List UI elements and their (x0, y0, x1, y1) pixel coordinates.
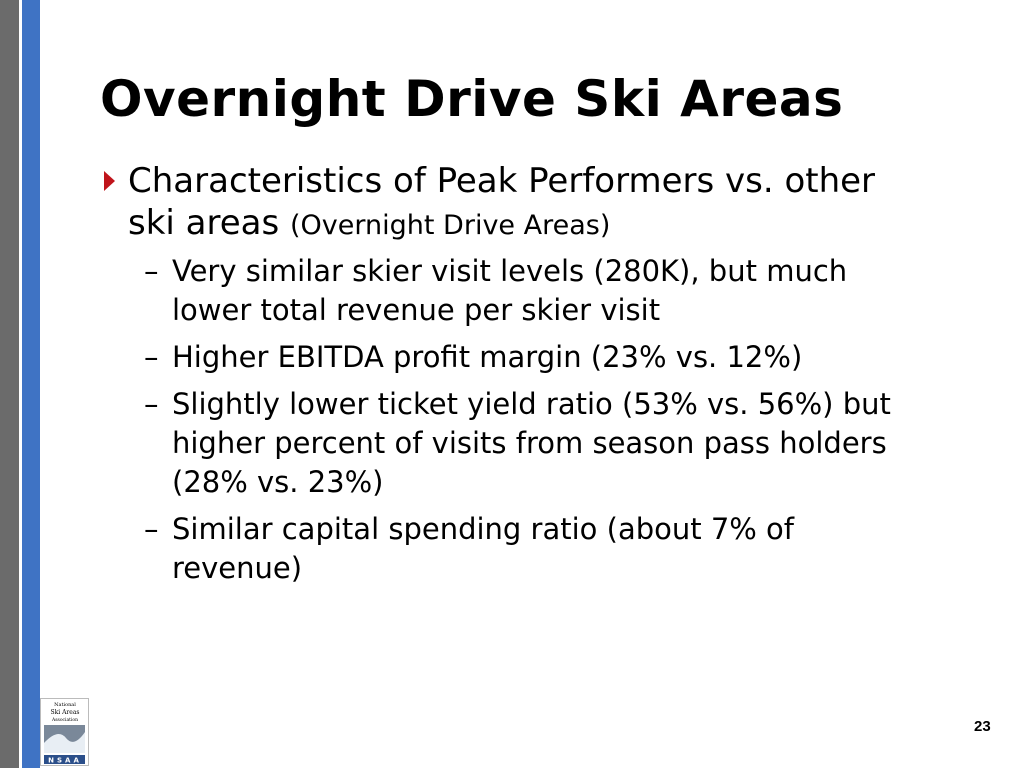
side-bar (22, 0, 40, 768)
logo-text: Association (51, 717, 78, 723)
logo-text: Ski Areas (51, 709, 80, 716)
logo-text: National (54, 702, 76, 708)
subbullet-list: Very similar skier visit levels (280K), … (144, 252, 932, 596)
subbullet: Higher EBITDA profit margin (23% vs. 12%… (144, 338, 932, 377)
slide-title: Overnight Drive Ski Areas (100, 70, 844, 128)
subbullet: Very similar skier visit levels (280K), … (144, 252, 932, 330)
bullet-note: (Overnight Drive Areas) (290, 210, 611, 241)
subbullet: Similar capital spending ratio (about 7%… (144, 510, 932, 588)
logo-image (44, 732, 85, 753)
side-bar (0, 0, 19, 768)
logo-band (44, 755, 85, 764)
bullet: Characteristics of Peak Performers vs. o… (104, 160, 928, 247)
logo: National Ski Areas Association NSAA (40, 698, 89, 766)
bullet-text: Characteristics of Peak Performers vs. o… (128, 161, 876, 243)
page-number: 23 (974, 718, 991, 735)
logo-text: NSAA (48, 757, 82, 765)
bullet-marker (104, 171, 115, 191)
subbullet: Slightly lower ticket yield ratio (53% v… (144, 385, 932, 502)
